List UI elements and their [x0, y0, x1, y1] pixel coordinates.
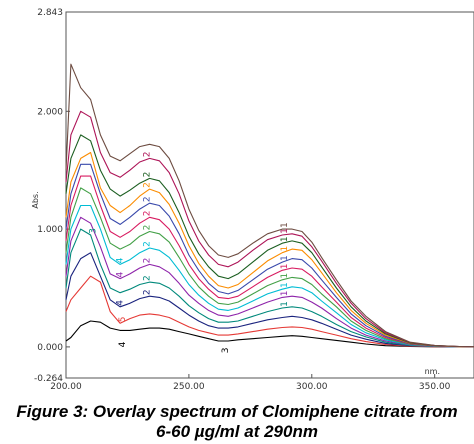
y-tick-label: 1.000 [37, 225, 63, 235]
spectrum-series-13 [65, 63, 474, 348]
peak-marker-label: 1 [280, 222, 290, 228]
figure-caption-line-1: Figure 3: Overlay spectrum of Clomiphene… [16, 402, 458, 421]
spectrum-series-11 [65, 134, 474, 348]
spectrum-series-4 [65, 228, 474, 348]
peak-marker-label: 1 [280, 263, 290, 269]
peak-marker-label: 1 [280, 273, 290, 279]
peak-marker-label: 2 [143, 152, 153, 158]
peak-marker-label: 3 [88, 228, 98, 234]
peak-marker-label: 1 [280, 246, 290, 252]
spectrum-series-6 [65, 204, 474, 348]
spectrum-series-3 [65, 252, 474, 348]
x-tick-label: 250.00 [173, 382, 205, 392]
spectrum-series-7 [65, 187, 474, 348]
spectrum-series-1 [65, 320, 474, 348]
peak-marker-label: 1 [280, 255, 290, 261]
y-tick-label: 2.000 [37, 107, 63, 117]
peak-marker-label: 1 [280, 301, 290, 307]
peak-marker-label: 2 [143, 225, 153, 231]
x-tick-label: 350.00 [419, 382, 451, 392]
peak-marker-label: 1 [280, 228, 290, 234]
peak-marker-label: 2 [143, 258, 153, 264]
y-axis-label: Abs. [31, 191, 40, 208]
peak-marker-label: 3 [221, 348, 231, 354]
uv-spectrum-chart: 200.00 250.00 300.00 350.00 -0.264 0.000 1.000… [31, 8, 474, 392]
spectrum-series-9 [65, 163, 474, 348]
spectrum-series-12 [65, 110, 474, 348]
peak-marker-label: 2 [143, 182, 153, 188]
peak-marker-label: 2 [143, 196, 153, 202]
y-tick-label: 2.843 [37, 8, 63, 18]
spectrum-series-5 [65, 216, 474, 348]
y-tick-label: -0.264 [34, 374, 63, 384]
peak-marker-label: 4 [116, 300, 126, 306]
peak-marker-label: 1 [280, 236, 290, 242]
x-tick-label: 200.00 [50, 382, 82, 392]
peak-marker-label: 4 [116, 257, 126, 263]
x-tick-label: 300.00 [296, 382, 328, 392]
x-axis-label: nm. [425, 367, 440, 376]
peak-marker-label: 2 [143, 172, 153, 178]
peak-marker-label: 2 [143, 241, 153, 247]
peak-marker-label: 4 [118, 341, 128, 347]
peak-marker-label: 4 [116, 271, 126, 277]
peak-marker-label: 2 [143, 210, 153, 216]
peak-marker-label: 2 [143, 289, 153, 295]
spectrum-series-8 [65, 175, 474, 348]
spectrum-series-10 [65, 151, 474, 348]
peak-marker-label: 2 [143, 275, 153, 281]
peak-marker-label: 5 [118, 316, 128, 322]
spectrum-series-2 [65, 275, 474, 348]
y-tick-label: 0.000 [37, 343, 63, 353]
figure-caption-line-2: 6-60 µg/ml at 290nm [156, 422, 318, 441]
peak-marker-label: 1 [280, 282, 290, 288]
peak-marker-label: 1 [280, 291, 290, 297]
